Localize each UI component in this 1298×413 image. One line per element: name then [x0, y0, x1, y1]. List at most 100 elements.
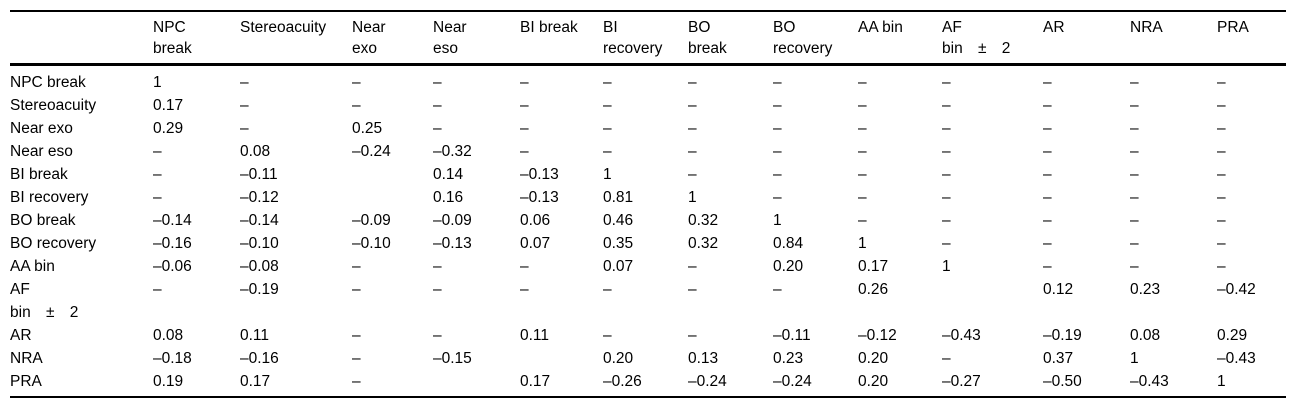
row-label: Stereoacuity — [10, 94, 153, 117]
table-cell: – — [773, 120, 782, 137]
table-cell — [520, 347, 603, 370]
column-header-line: BO — [773, 19, 796, 36]
row-label-line: AA bin — [10, 258, 55, 275]
table-cell: –0.13 — [433, 235, 472, 252]
table-cell: – — [1130, 120, 1139, 137]
table-cell: – — [433, 258, 442, 275]
table-cell: – — [942, 350, 951, 367]
table-cell: –0.16 — [240, 350, 279, 367]
table-cell: 0.35 — [603, 235, 634, 252]
table-cell: – — [1043, 235, 1052, 252]
table-row: AR 0.08 0.11– –0.11– – –0.11 –0.12 –0.43 –0.19 0.… — [10, 324, 1286, 347]
row-label-line: PRA — [10, 373, 42, 390]
table-cell: – — [688, 327, 697, 344]
table-cell: – — [1217, 258, 1226, 275]
table-cell: –0.26 — [603, 370, 688, 398]
table-cell: – — [858, 189, 867, 206]
table-cell: 0.19 — [153, 370, 240, 398]
table-cell: – — [1217, 166, 1226, 183]
table-cell: – — [1043, 166, 1052, 183]
table-row: BO recovery –0.16 –0.10 –0.10 –0.13 0.07 0.35 0… — [10, 232, 1286, 255]
table-cell: –0.43 — [1130, 370, 1217, 398]
table-cell: – — [352, 258, 361, 275]
table-row: BI break – –0.11 0.14 –0.13 1 – – – – – – – — [10, 163, 1286, 186]
column-header-aa-bin: AA bin — [858, 11, 942, 66]
table-cell: 0.08 — [240, 143, 271, 160]
row-label: BO recovery — [10, 232, 153, 255]
table-cell: –0.11 — [240, 166, 278, 183]
table-cell — [942, 278, 1043, 324]
table-cell: 0.17 — [153, 97, 184, 114]
table-row: PRA 0.19 0.17–0.17 –0.26 –0.24 –0.24 0.20 –0.27… — [10, 370, 1286, 398]
table-cell: 1 — [942, 258, 951, 275]
column-header-line: Near — [352, 19, 386, 36]
table-cell: – — [773, 281, 782, 298]
table-cell: – — [520, 258, 529, 275]
table-cell: – — [433, 327, 442, 344]
table-cell: – — [858, 120, 867, 137]
table-cell: – — [153, 189, 162, 206]
table-cell: – — [773, 166, 782, 183]
row-label-line: BO recovery — [10, 235, 97, 252]
table-cell: –0.32 — [433, 143, 472, 160]
table-cell: 0.20 — [773, 258, 804, 275]
table-cell: – — [858, 166, 867, 183]
column-header-line: bin ± 2 — [942, 40, 1011, 57]
table-cell: – — [1043, 189, 1052, 206]
column-header-line — [10, 17, 153, 38]
table-cell: – — [520, 74, 529, 91]
table-cell: – — [433, 97, 442, 114]
column-header-bi-recovery: BI recovery — [603, 11, 688, 66]
row-label-line: BI break — [10, 166, 68, 183]
table-cell: 1 — [1130, 350, 1139, 367]
correlation-table: NPC break Stereoacuity Near exo Near eso BI bre… — [10, 10, 1286, 398]
table-cell: – — [352, 281, 361, 298]
table-cell: 0.17 — [240, 370, 352, 398]
table-cell: –0.24 — [352, 143, 391, 160]
table-cell: – — [1217, 74, 1226, 91]
paper-table-page: NPC break Stereoacuity Near exo Near eso BI bre… — [0, 10, 1298, 413]
table-cell: –0.09 — [352, 212, 391, 229]
table-cell: – — [773, 74, 782, 91]
table-cell: – — [1130, 212, 1139, 229]
table-cell: 0.07 — [603, 258, 634, 275]
table-cell: – — [1130, 166, 1139, 183]
table-cell: – — [688, 258, 697, 275]
table-cell: –0.19 — [240, 281, 279, 298]
table-cell: 0.16 — [433, 189, 464, 206]
column-header-line: Near — [433, 19, 467, 36]
table-cell: –0.09 — [433, 212, 472, 229]
column-header-pra: PRA — [1217, 11, 1286, 66]
table-cell: – — [520, 120, 529, 137]
table-cell: 1 — [773, 212, 782, 229]
table-cell: –0.24 — [773, 370, 858, 398]
table-row: Stereoacuity 0.17 – – – – – – – – – – – – — [10, 94, 1286, 117]
column-header-af-bin: AF bin ± 2 — [942, 11, 1043, 66]
table-cell: – — [1043, 212, 1052, 229]
table-cell: –0.13 — [520, 189, 559, 206]
table-cell: – — [240, 120, 249, 137]
table-cell: – — [942, 120, 951, 137]
table-cell: – — [1217, 97, 1226, 114]
row-label-line: Near exo — [10, 120, 73, 137]
row-label: Near exo — [10, 117, 153, 140]
table-cell: –0.14 — [153, 212, 192, 229]
table-cell: –0.16 — [153, 235, 192, 252]
table-row: BO break –0.14 –0.14 –0.09 –0.09 0.06 0.46 0.32… — [10, 209, 1286, 232]
table-cell: – — [942, 235, 951, 252]
row-label-line: Stereoacuity — [10, 97, 97, 114]
table-cell: –0.11 — [773, 327, 811, 344]
column-header-line: NPC — [153, 19, 186, 36]
table-cell: –0.06 — [153, 258, 192, 275]
table-cell: – — [773, 189, 782, 206]
table-cell: – — [688, 281, 697, 298]
row-label: BI recovery — [10, 186, 153, 209]
column-header-bo-recovery: BO recovery — [773, 11, 858, 66]
table-cell: – — [942, 143, 951, 160]
table-cell: 0.08 — [153, 327, 184, 344]
table-cell: – — [153, 166, 162, 183]
column-header-line: BO — [688, 19, 711, 36]
table-cell: – — [603, 97, 612, 114]
table-cell: 0.06 — [520, 212, 551, 229]
column-header-row-label — [10, 11, 153, 66]
